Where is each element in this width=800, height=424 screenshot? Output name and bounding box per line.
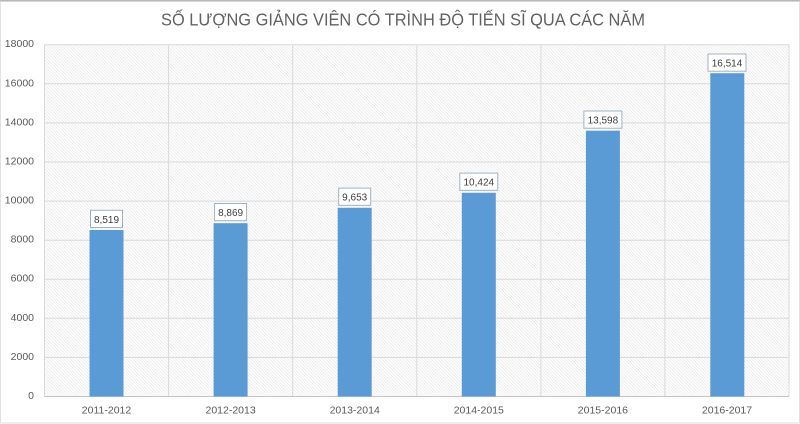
svg-text:6000: 6000 <box>11 273 35 285</box>
svg-text:14000: 14000 <box>5 116 34 128</box>
svg-text:18000: 18000 <box>5 38 34 50</box>
svg-text:16,514: 16,514 <box>712 59 743 70</box>
svg-text:4000: 4000 <box>11 312 35 324</box>
svg-text:2016-2017: 2016-2017 <box>702 405 752 417</box>
svg-text:9,653: 9,653 <box>342 193 367 204</box>
svg-text:0: 0 <box>28 390 34 402</box>
svg-text:2013-2014: 2013-2014 <box>330 405 380 417</box>
svg-text:8000: 8000 <box>11 234 35 246</box>
svg-text:16000: 16000 <box>5 77 34 89</box>
svg-text:8,869: 8,869 <box>218 208 243 219</box>
svg-text:10,424: 10,424 <box>464 178 495 189</box>
svg-text:10000: 10000 <box>5 195 34 207</box>
svg-text:13,598: 13,598 <box>588 116 619 127</box>
svg-text:SỐ LƯỢNG GIẢNG VIÊN CÓ TRÌNH Đ: SỐ LƯỢNG GIẢNG VIÊN CÓ TRÌNH ĐỘ TIẾN SĨ … <box>161 9 645 30</box>
svg-text:8,519: 8,519 <box>94 215 119 226</box>
svg-text:12000: 12000 <box>5 156 34 168</box>
svg-text:2011-2012: 2011-2012 <box>82 405 132 417</box>
svg-text:2014-2015: 2014-2015 <box>454 405 504 417</box>
svg-text:2012-2013: 2012-2013 <box>205 405 255 417</box>
svg-text:2015-2016: 2015-2016 <box>578 405 628 417</box>
svg-text:2000: 2000 <box>11 351 35 363</box>
